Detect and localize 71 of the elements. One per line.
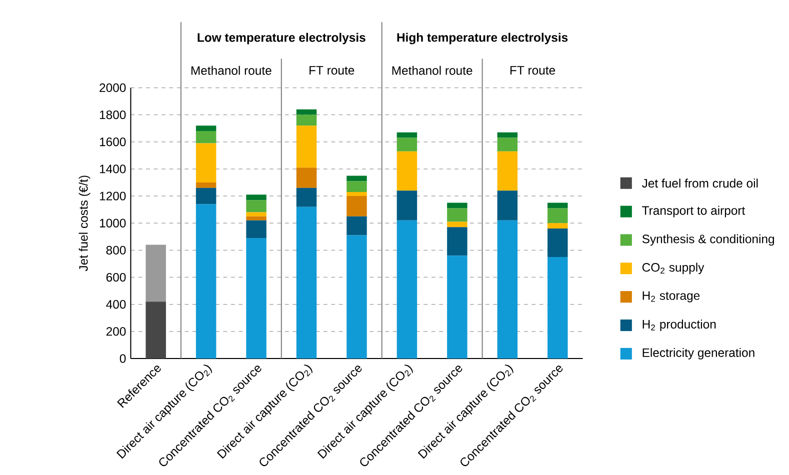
- bar: [497, 220, 518, 358]
- legend-label: Electricity generation: [642, 348, 754, 360]
- bar: [296, 126, 317, 168]
- legend-label: Transport to airport: [642, 206, 746, 218]
- text: Methanol route: [191, 66, 272, 75]
- legend-label: H$_{2}$ production: [642, 320, 716, 331]
- legend-label: Jet fuel from crude oil: [642, 178, 758, 188]
- bar: [196, 126, 216, 131]
- bar: [246, 194, 266, 200]
- bar: [346, 235, 367, 358]
- text: Methanol route: [392, 66, 472, 75]
- bar: [296, 168, 317, 188]
- bar: [447, 202, 468, 208]
- bar: [396, 220, 418, 358]
- y-tick-label: 600: [106, 272, 126, 282]
- text: FT route: [510, 66, 556, 75]
- y-axis-title: Jet fuel costs (€/t): [78, 176, 90, 272]
- bar: [447, 208, 468, 222]
- legend-label: Synthesis & conditioning: [642, 234, 774, 246]
- y-tick-label: 1600: [100, 137, 126, 146]
- bar: [396, 190, 418, 220]
- text: High temperature electrolysis: [397, 32, 568, 44]
- bar: [196, 188, 216, 204]
- y-tick-label: 400: [106, 300, 126, 309]
- legend-label: CO$_{2}$ supply: [642, 262, 704, 274]
- bar: [548, 208, 568, 224]
- y-tick-label: 0: [120, 354, 126, 363]
- bar: [246, 220, 266, 238]
- y-tick-label: 1200: [100, 192, 126, 200]
- bar: [396, 138, 418, 152]
- bar: [497, 138, 518, 152]
- bar: [296, 114, 317, 126]
- bar: [346, 192, 367, 196]
- bar: [346, 216, 367, 236]
- legend-label: H$_{2}$ storage: [642, 291, 700, 302]
- bar: [196, 182, 216, 188]
- bar: [497, 151, 518, 191]
- text: Low temperature electrolysis: [198, 32, 366, 44]
- bar: [548, 256, 568, 358]
- bar: [346, 181, 367, 192]
- bar: [447, 256, 468, 358]
- bar: [346, 176, 367, 182]
- bar: [296, 109, 317, 115]
- bar: [296, 188, 317, 207]
- bar: [396, 132, 418, 138]
- bar: [548, 228, 568, 257]
- bar: [447, 227, 468, 256]
- y-tick-label: 1000: [100, 218, 126, 228]
- bar: [246, 216, 266, 220]
- bar: [196, 130, 216, 144]
- bar: [196, 143, 216, 182]
- bar: [396, 151, 418, 191]
- bar: [246, 212, 266, 216]
- bar: [548, 202, 568, 208]
- bar: [548, 223, 568, 228]
- y-tick-label: 800: [106, 246, 126, 254]
- bar: [296, 206, 317, 358]
- bar: [246, 200, 266, 212]
- bar: [497, 190, 518, 220]
- y-tick-label: 1400: [100, 164, 126, 174]
- y-tick-label: 200: [106, 327, 126, 336]
- bar: [346, 196, 367, 216]
- bar: [246, 238, 266, 358]
- bar: [146, 302, 166, 358]
- bar: [447, 222, 468, 228]
- bar: [497, 132, 518, 138]
- bar: [196, 204, 216, 358]
- bar: [146, 244, 166, 302]
- y-tick-label: 1800: [100, 110, 126, 120]
- y-tick-label: 2000: [100, 83, 126, 92]
- text: FT route: [310, 66, 354, 75]
